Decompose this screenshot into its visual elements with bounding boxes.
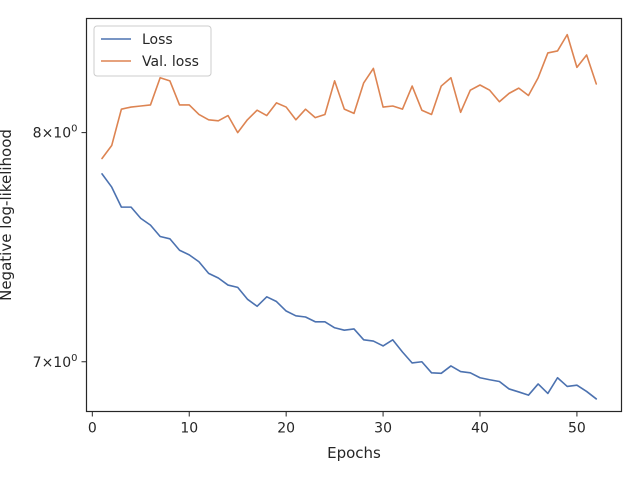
series-line-val-loss [101,33,598,160]
legend-label-val-loss: Val. loss [142,54,199,70]
x-tick-label: 50 [568,421,586,437]
series-layer [101,33,598,400]
y-tick-label: 7×100 [33,353,78,371]
y-axis-label: Negative log-likelihood [0,129,15,301]
legend: Loss Val. loss [93,25,212,77]
plot-frame [85,17,623,413]
y-tick-label: 8×100 [33,124,78,142]
x-tick-label: 10 [180,421,198,437]
series-line-loss [101,173,598,400]
x-tick-label: 40 [471,421,489,437]
y-axis-ticks: 7×100 8×100 [33,124,87,371]
x-axis-ticks: 0 10 20 30 40 50 [88,411,586,437]
x-tick-label: 30 [374,421,392,437]
x-tick-label: 0 [88,421,97,437]
x-tick-label: 20 [277,421,295,437]
x-axis-label: Epochs [327,444,381,462]
legend-label-loss: Loss [142,32,173,48]
